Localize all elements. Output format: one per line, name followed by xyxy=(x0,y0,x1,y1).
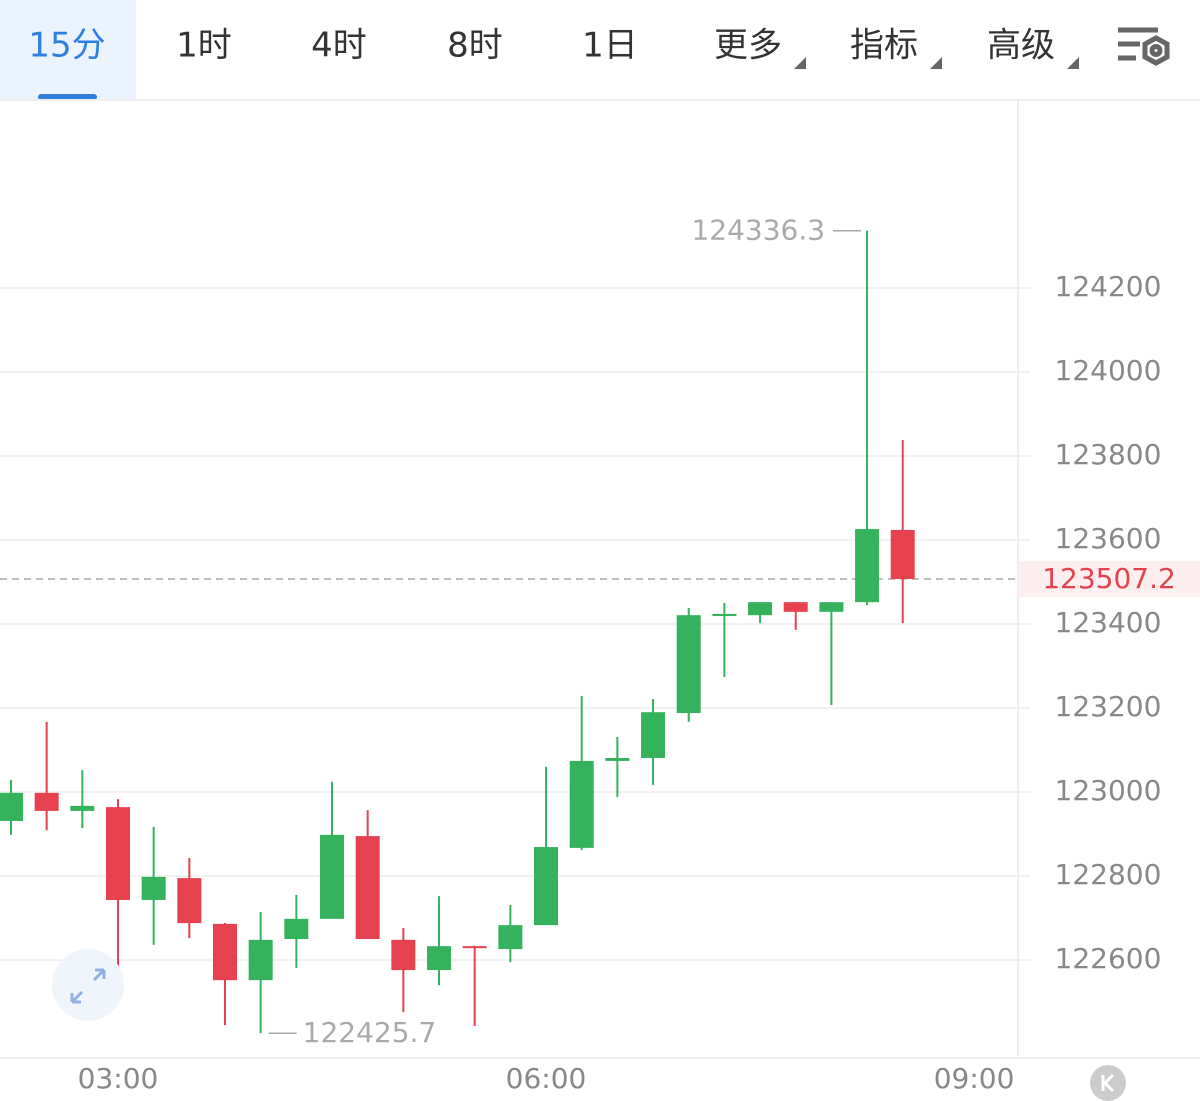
tab[interactable]: 4时 xyxy=(311,26,367,66)
candle-body xyxy=(641,712,666,758)
tab[interactable]: 1时 xyxy=(176,26,232,66)
candle-body xyxy=(355,836,380,940)
y-tick-label: 123400 xyxy=(1055,606,1162,639)
candle-body xyxy=(177,878,202,924)
y-tick-label: 123800 xyxy=(1055,438,1162,471)
y-tick-label: 123200 xyxy=(1055,690,1162,723)
candle-body xyxy=(855,529,880,603)
y-tick-label: 124000 xyxy=(1055,354,1162,387)
candle-body xyxy=(284,918,309,940)
candle-body xyxy=(213,923,238,981)
y-tick-label: 122800 xyxy=(1055,858,1162,891)
scroll-latest-button[interactable] xyxy=(1090,1065,1126,1101)
candle-body xyxy=(819,602,844,612)
candle-body xyxy=(427,946,452,971)
candle-body xyxy=(605,757,630,761)
candle-body xyxy=(34,792,59,811)
expand-button[interactable] xyxy=(52,949,124,1021)
y-tick-label: 123600 xyxy=(1055,522,1162,555)
candle-body xyxy=(748,602,773,616)
tab[interactable]: 1日 xyxy=(582,26,638,66)
candle-body xyxy=(70,805,95,811)
candle-body xyxy=(462,946,487,949)
last-price-label: 123507.2 xyxy=(1042,562,1176,595)
x-tick-label: 06:00 xyxy=(506,1062,587,1095)
active-tab-bg xyxy=(0,0,136,100)
candle-body xyxy=(712,613,737,617)
settings-icon[interactable] xyxy=(1118,27,1170,66)
candle-body xyxy=(569,760,594,848)
candle-body xyxy=(676,615,701,714)
candle-body xyxy=(320,834,345,919)
y-tick-label: 123000 xyxy=(1055,774,1162,807)
candle-body xyxy=(890,529,915,579)
tab[interactable]: 指标 xyxy=(850,26,918,66)
tab[interactable]: 更多 xyxy=(714,26,782,66)
y-tick-label: 124200 xyxy=(1055,270,1162,303)
dropdown-arrow xyxy=(794,57,806,69)
tab[interactable]: 8时 xyxy=(447,26,503,66)
y-tick-label: 122600 xyxy=(1055,942,1162,975)
candle-body xyxy=(534,847,559,926)
x-tick-label: 09:00 xyxy=(934,1062,1015,1095)
dropdown-arrow xyxy=(930,57,942,69)
candle-body xyxy=(248,939,273,981)
dropdown-arrow xyxy=(1067,57,1079,69)
candle-body xyxy=(783,602,808,612)
candle-body xyxy=(498,925,523,950)
tab[interactable]: 15分 xyxy=(28,26,105,66)
max-label: 124336.3 xyxy=(691,214,825,247)
last-price-bg xyxy=(1018,560,1200,597)
candle-body xyxy=(105,807,130,900)
active-tab-indicator xyxy=(38,94,97,100)
x-tick-label: 03:00 xyxy=(78,1062,159,1095)
min-label: 122425.7 xyxy=(303,1016,437,1049)
candle-body xyxy=(141,876,166,900)
tab[interactable]: 高级 xyxy=(987,26,1055,66)
candle-body xyxy=(0,792,23,821)
candle-body xyxy=(391,939,416,971)
